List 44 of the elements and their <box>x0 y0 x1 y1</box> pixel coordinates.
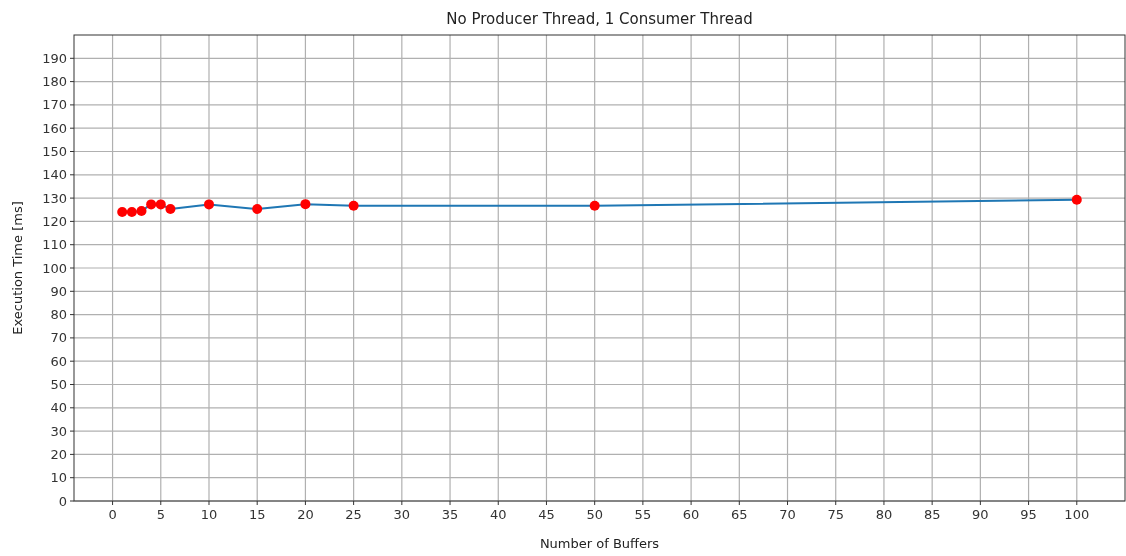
x-tick-label: 70 <box>779 507 796 522</box>
y-tick-label: 30 <box>50 423 67 439</box>
x-tick-label: 65 <box>731 507 748 522</box>
y-tick-label: 40 <box>50 400 67 416</box>
x-tick-label: 50 <box>586 507 603 522</box>
x-tick-label: 20 <box>297 507 314 522</box>
x-tick-label: 40 <box>489 507 507 522</box>
y-tick-label: 20 <box>50 446 67 462</box>
x-tick-label: 55 <box>634 507 652 522</box>
y-tick-label: 50 <box>50 377 67 393</box>
y-tick-label: 110 <box>42 237 67 253</box>
y-tick-label: 130 <box>42 190 67 206</box>
y-tick-label: 120 <box>42 213 67 229</box>
x-tick-label: 80 <box>875 507 893 522</box>
x-tick-label: 10 <box>200 507 218 522</box>
y-tick-label: 190 <box>42 50 67 66</box>
y-tick-label: 100 <box>42 260 67 276</box>
x-tick-label: 0 <box>108 507 117 522</box>
x-tick-label: 15 <box>248 507 266 522</box>
x-tick-label: 30 <box>393 507 411 522</box>
x-tick-label: 90 <box>972 507 989 522</box>
y-tick-label: 70 <box>50 330 67 346</box>
x-tick-label: 45 <box>538 507 555 522</box>
y-tick-label: 140 <box>42 167 67 183</box>
y-tick-label: 80 <box>50 307 67 323</box>
x-tick-label: 75 <box>827 507 845 522</box>
y-tick-label: 60 <box>50 353 67 369</box>
x-tick-label: 35 <box>441 507 459 522</box>
y-tick-label: 170 <box>42 97 67 113</box>
x-tick-label: 25 <box>345 507 362 522</box>
x-tick-label: 60 <box>682 507 700 522</box>
chart-title: No Producer Thread, 1 Consumer Thread <box>446 10 753 28</box>
x-axis-title: Number of Buffers <box>539 536 660 551</box>
y-tick-label: 90 <box>50 283 67 299</box>
y-tick-label: 160 <box>42 120 67 136</box>
y-tick-label: 10 <box>50 470 67 486</box>
y-axis-title: Execution Time [ms] <box>10 201 25 335</box>
x-tick-label: 85 <box>923 507 941 522</box>
x-tick-label: 95 <box>1020 507 1037 522</box>
x-tick-label: 5 <box>156 507 165 522</box>
y-tick-label: 0 <box>58 493 67 509</box>
y-tick-label: 180 <box>42 74 67 90</box>
y-tick-label: 150 <box>42 144 67 160</box>
x-tick-label: 100 <box>1064 507 1090 522</box>
